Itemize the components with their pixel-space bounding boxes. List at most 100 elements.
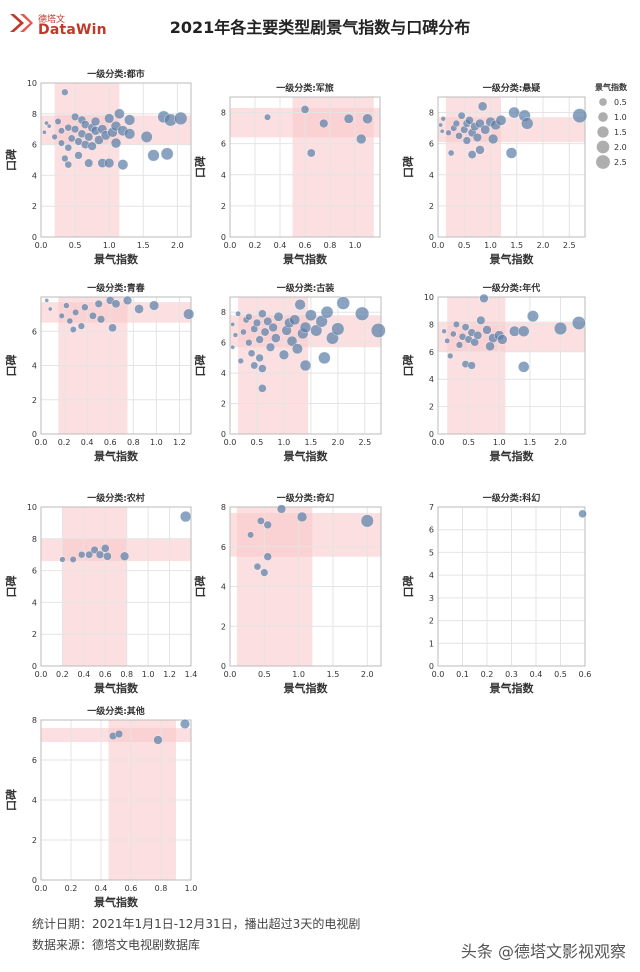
y-tick-label: 8 [429, 109, 434, 118]
data-point [140, 130, 153, 143]
chart-title: 一级分类:其他 [87, 705, 145, 717]
data-point [495, 114, 507, 126]
data-point [441, 328, 447, 334]
data-point [183, 308, 195, 320]
x-tick-label: 0.2 [65, 884, 78, 893]
data-point [320, 305, 334, 319]
data-point [58, 127, 65, 135]
data-point [278, 349, 289, 360]
x-tick-label: 0.0 [432, 670, 445, 679]
data-point [296, 511, 308, 523]
data-point [527, 310, 539, 323]
x-tick-label: 1.0 [103, 241, 116, 250]
legend-size-marker [599, 98, 607, 106]
footnote-source: 数据来源：德塔文电视剧数据库 [32, 938, 201, 952]
x-tick-label: 0.2 [56, 670, 69, 679]
data-point [508, 106, 520, 119]
data-point [81, 303, 89, 311]
data-point [59, 556, 66, 563]
x-tick-label: 0.0 [432, 241, 445, 250]
x-axis-label: 景气指数 [93, 895, 139, 909]
x-tick-label: 0.6 [99, 670, 112, 679]
data-point [44, 120, 49, 126]
y-tick-label: 7 [429, 503, 434, 512]
y-tick-label: 2 [32, 202, 37, 211]
data-point [104, 158, 115, 169]
x-tick-label: 1.5 [510, 241, 523, 250]
chart-title: 一级分类:年代 [483, 282, 541, 294]
data-point [452, 320, 460, 328]
x-tick-label: 0.6 [299, 241, 312, 250]
data-point [318, 351, 331, 365]
x-axis-label: 景气指数 [489, 681, 535, 695]
data-point [240, 328, 247, 336]
chart-title: 一级分类:农村 [87, 492, 145, 504]
data-point [319, 118, 329, 129]
data-point [94, 135, 104, 145]
plot-frame [40, 82, 192, 238]
footnote-date: 统计日期：2021年1月1日-12月31日，播出超过3天的电视剧 [32, 917, 361, 931]
data-point [336, 296, 350, 310]
x-axis-label: 景气指数 [283, 681, 329, 695]
data-point [149, 300, 160, 311]
x-tick-label: 1.0 [278, 438, 291, 447]
data-point [58, 312, 65, 319]
datawin-logo-mark [10, 14, 33, 32]
data-point [122, 295, 133, 306]
data-point [370, 323, 386, 338]
plot-frame [437, 96, 586, 238]
data-point [174, 111, 188, 126]
data-point [235, 310, 241, 317]
data-point [461, 323, 470, 332]
data-point [452, 119, 460, 128]
y-tick-label: 0 [32, 662, 37, 671]
data-point [103, 551, 112, 561]
data-point [467, 361, 476, 370]
data-point [94, 299, 103, 308]
data-point [263, 552, 272, 561]
size-legend: 景气指数 0.5 1.0 1.5 2.0 2.5 [595, 82, 628, 169]
data-point [84, 158, 94, 168]
x-tick-label: 1.0 [185, 884, 198, 893]
y-tick-label: 2 [429, 617, 434, 626]
x-tick-label: 0.5 [554, 670, 567, 679]
data-point [276, 504, 287, 514]
data-point [462, 136, 472, 145]
data-point [271, 333, 281, 343]
data-point [253, 562, 262, 571]
plot-frame [40, 506, 192, 667]
x-axis-label: 景气指数 [489, 252, 535, 266]
y-axis-label: 口碑 [193, 355, 207, 377]
data-point [87, 141, 97, 151]
x-tick-label: 0.6 [125, 884, 138, 893]
data-point [571, 316, 586, 330]
data-point [232, 332, 239, 338]
data-point [71, 112, 80, 121]
chart-title: 一级分类:科幻 [483, 492, 541, 504]
data-point [90, 545, 99, 554]
data-point [89, 311, 97, 320]
data-point [467, 150, 477, 159]
data-point [553, 321, 568, 336]
legend-size-label: 1.0 [614, 113, 627, 122]
data-point [96, 315, 106, 324]
y-tick-label: 0 [429, 662, 434, 671]
data-point [439, 128, 445, 134]
x-tick-label: 0.0 [224, 670, 237, 679]
data-point [505, 147, 518, 159]
x-tick-label: 1.5 [137, 241, 150, 250]
data-point [69, 326, 77, 333]
data-point [247, 349, 256, 358]
legend-size-label: 0.5 [614, 98, 627, 107]
data-point [84, 132, 94, 142]
data-point [263, 520, 272, 530]
x-tick-label: 2.0 [331, 438, 344, 447]
data-point [108, 323, 117, 333]
data-point [160, 147, 174, 161]
data-point [258, 364, 267, 373]
data-point [255, 335, 264, 344]
x-tick-label: 0.6 [104, 438, 117, 447]
x-tick-label: 0.4 [95, 884, 108, 893]
